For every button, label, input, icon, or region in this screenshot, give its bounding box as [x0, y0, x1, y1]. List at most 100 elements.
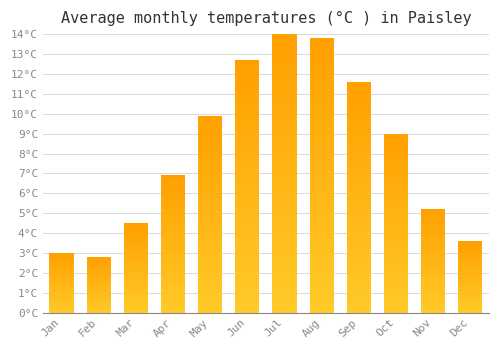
Bar	[50, 264, 74, 265]
Bar	[198, 198, 222, 201]
Bar	[458, 270, 482, 271]
Bar	[384, 187, 408, 190]
Bar	[310, 276, 334, 281]
Bar	[458, 279, 482, 280]
Bar	[458, 292, 482, 294]
Bar	[347, 155, 371, 159]
Bar	[458, 272, 482, 273]
Bar	[384, 217, 408, 220]
Bar	[421, 256, 445, 258]
Bar	[458, 258, 482, 259]
Bar	[236, 258, 260, 262]
Bar	[50, 280, 74, 281]
Bar	[310, 281, 334, 285]
Bar	[421, 271, 445, 273]
Bar	[236, 254, 260, 258]
Bar	[272, 99, 296, 104]
Bar	[124, 293, 148, 295]
Bar	[310, 285, 334, 290]
Bar	[421, 216, 445, 218]
Bar	[161, 182, 185, 184]
Bar	[347, 289, 371, 293]
Bar	[198, 280, 222, 283]
Bar	[124, 258, 148, 259]
Bar	[421, 306, 445, 307]
Bar	[161, 217, 185, 219]
Bar	[86, 305, 111, 306]
Bar	[86, 258, 111, 259]
Bar	[198, 260, 222, 264]
Bar	[458, 300, 482, 301]
Bar	[458, 303, 482, 304]
Bar	[50, 271, 74, 272]
Bar	[310, 290, 334, 294]
Bar	[86, 276, 111, 277]
Bar	[161, 287, 185, 290]
Bar	[347, 274, 371, 278]
Bar	[421, 209, 445, 211]
Bar	[272, 53, 296, 57]
Bar	[384, 146, 408, 149]
Bar	[421, 247, 445, 249]
Bar	[310, 56, 334, 61]
Bar	[310, 189, 334, 194]
Bar	[347, 209, 371, 213]
Bar	[236, 195, 260, 199]
Bar	[458, 264, 482, 265]
Bar	[50, 258, 74, 259]
Bar	[124, 292, 148, 293]
Bar	[310, 66, 334, 70]
Bar	[161, 294, 185, 297]
Bar	[161, 178, 185, 180]
Bar	[50, 265, 74, 266]
Bar	[421, 230, 445, 232]
Bar	[236, 304, 260, 308]
Bar	[86, 297, 111, 298]
Bar	[236, 81, 260, 85]
Bar	[272, 118, 296, 122]
Bar	[161, 269, 185, 272]
Bar	[236, 182, 260, 186]
Bar	[347, 240, 371, 244]
Bar	[161, 230, 185, 233]
Bar	[50, 301, 74, 302]
Bar	[272, 48, 296, 53]
Bar	[421, 307, 445, 309]
Bar	[198, 149, 222, 152]
Bar	[198, 240, 222, 244]
Bar	[161, 251, 185, 253]
Bar	[272, 141, 296, 146]
Bar	[236, 199, 260, 203]
Bar	[86, 283, 111, 284]
Bar	[272, 76, 296, 80]
Bar	[458, 296, 482, 297]
Bar	[421, 270, 445, 271]
Bar	[347, 236, 371, 240]
Bar	[272, 80, 296, 85]
Bar	[50, 253, 74, 254]
Bar	[198, 135, 222, 139]
Bar	[198, 221, 222, 224]
Bar	[347, 309, 371, 313]
Bar	[198, 306, 222, 309]
Bar	[458, 273, 482, 274]
Bar	[421, 252, 445, 254]
Bar	[124, 248, 148, 250]
Bar	[161, 203, 185, 205]
Bar	[272, 252, 296, 257]
Bar	[198, 257, 222, 260]
Bar	[124, 290, 148, 292]
Bar	[384, 134, 408, 136]
Bar	[458, 282, 482, 283]
Bar	[347, 270, 371, 274]
Bar	[272, 257, 296, 261]
Bar	[161, 201, 185, 203]
Bar	[421, 276, 445, 278]
Bar	[384, 167, 408, 169]
Bar	[124, 231, 148, 232]
Bar	[86, 285, 111, 286]
Bar	[124, 256, 148, 258]
Bar	[421, 302, 445, 304]
Bar	[310, 184, 334, 189]
Bar	[347, 140, 371, 144]
